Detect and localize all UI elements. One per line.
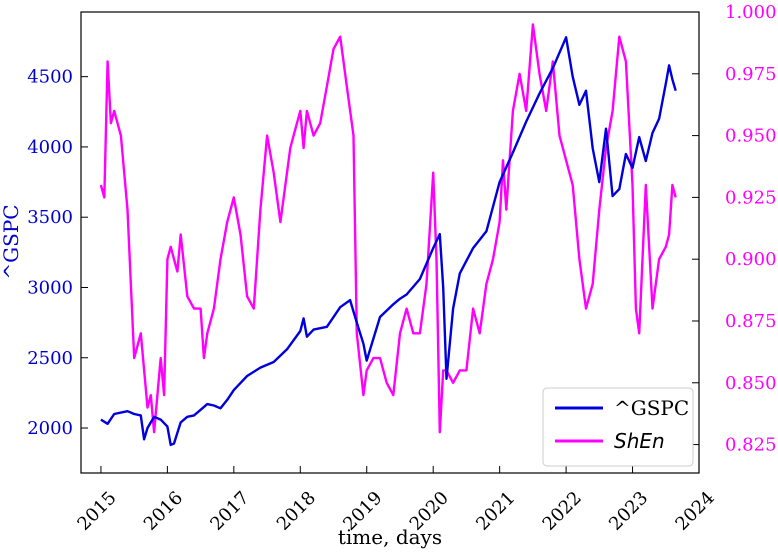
legend-label-shen: ShEn: [614, 429, 665, 453]
x-tick-label: 2022: [539, 487, 586, 534]
x-tick-label: 2017: [206, 487, 253, 534]
left-tick-label: 2500: [27, 348, 73, 369]
right-tick-label: 0.825: [725, 435, 777, 456]
left-tick-label: 4500: [27, 67, 73, 88]
right-axis-ticks: 0.825 0.850 0.875 0.900 0.925 0.950 0.975 1.000: [692, 2, 777, 456]
left-axis-label: ^GSPC: [0, 204, 23, 279]
x-axis-label: time, days: [338, 525, 442, 549]
plot-frame: [80, 11, 700, 474]
x-tick-label: 2021: [472, 487, 519, 534]
legend: ^GSPC ShEn: [542, 387, 694, 467]
left-tick-label: 2000: [27, 418, 73, 439]
x-tick-label: 2023: [605, 487, 652, 534]
right-tick-label: 0.900: [725, 249, 777, 270]
right-tick-label: 0.925: [725, 187, 777, 208]
right-tick-label: 0.975: [725, 64, 777, 85]
x-tick-label: 2018: [273, 487, 320, 534]
right-tick-label: 0.875: [725, 311, 777, 332]
left-tick-label: 4000: [27, 137, 73, 158]
series-layer: [99, 23, 677, 447]
x-tick-label: 2015: [73, 487, 120, 534]
series-line-shen: [99, 23, 677, 434]
series-line-gspc: [100, 36, 677, 447]
left-tick-label: 3500: [27, 207, 73, 228]
left-axis-ticks: 2000 2500 3000 3500 4000 4500: [27, 67, 88, 439]
right-tick-label: 1.000: [725, 2, 777, 23]
x-tick-label: 2016: [140, 487, 187, 534]
right-tick-label: 0.950: [725, 126, 777, 147]
x-tick-label: 2024: [671, 487, 718, 534]
legend-label-gspc: ^GSPC: [614, 396, 689, 420]
right-tick-label: 0.850: [725, 373, 777, 394]
left-tick-label: 3000: [27, 277, 73, 298]
